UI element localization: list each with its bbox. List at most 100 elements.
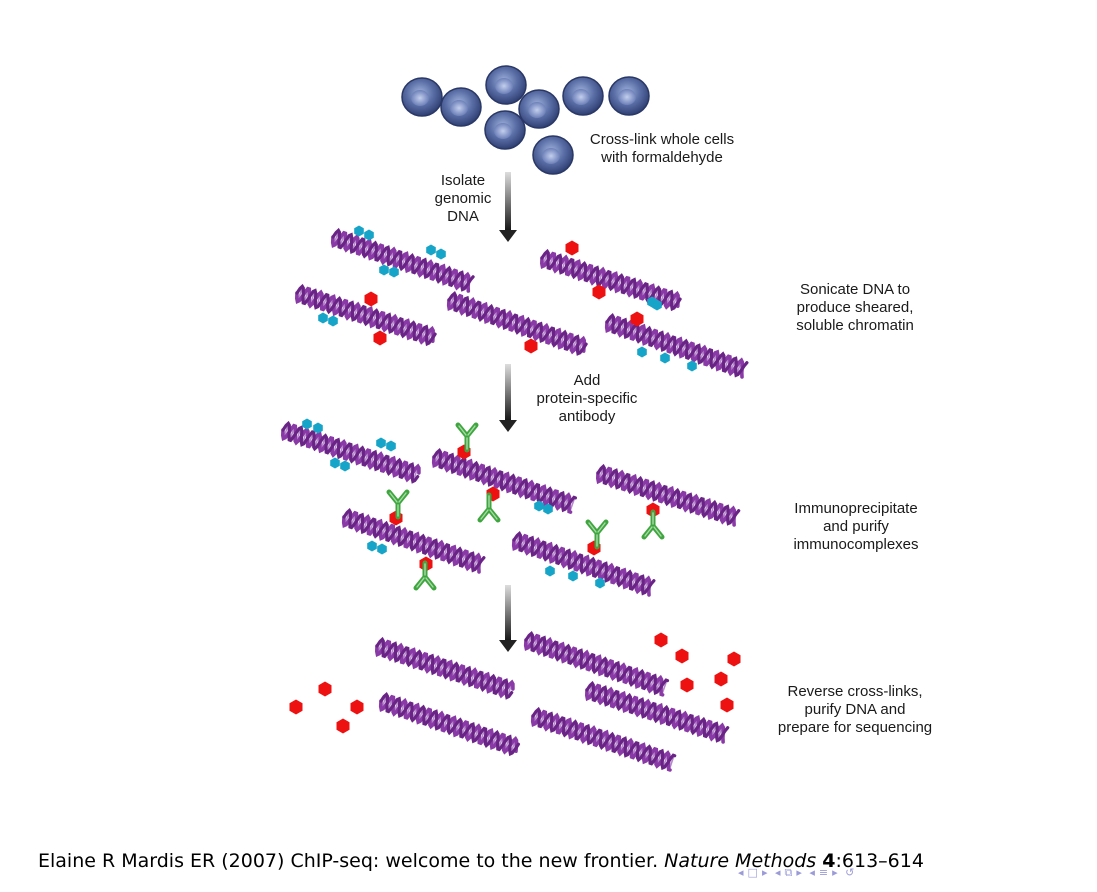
blue-protein-icon xyxy=(313,422,323,434)
blue-protein-icon xyxy=(595,577,605,589)
immunoprecipitate-label: Immunoprecipitate and purify immunocomplex… xyxy=(793,500,919,553)
blue-protein-icon xyxy=(543,503,553,515)
add-antibody-label: Add protein-specific antibody xyxy=(536,372,638,425)
crosslink-label: Cross-link whole cells with formaldehyde xyxy=(589,131,735,166)
citation-volume: 4 xyxy=(822,850,836,872)
blue-protein-icon xyxy=(328,315,338,327)
red-protein-icon xyxy=(565,240,579,256)
blue-protein-icon xyxy=(367,540,377,552)
cell-icon xyxy=(562,76,604,116)
red-protein-icon xyxy=(675,648,689,664)
red-protein-icon xyxy=(630,311,644,327)
citation-journal: Nature Methods xyxy=(664,850,817,872)
dna-strand-icon xyxy=(431,448,577,514)
red-protein-icon xyxy=(364,291,378,307)
blue-protein-icon xyxy=(436,248,446,260)
blue-protein-icon xyxy=(376,437,386,449)
blue-protein-icon xyxy=(379,264,389,276)
antibody-icon xyxy=(455,422,479,453)
nav-prev-subsection-icon[interactable]: ◂ xyxy=(774,866,781,879)
isolate-dna-label: Isolate genomic DNA xyxy=(434,172,492,225)
blue-protein-icon xyxy=(652,299,662,311)
red-protein-icon xyxy=(720,697,734,713)
citation-text: Elaine R Mardis ER (2007) ChIP-seq: welc… xyxy=(38,850,665,872)
nav-prev-section-icon[interactable]: ◂ xyxy=(809,866,815,879)
cell-icon xyxy=(484,110,526,150)
blue-protein-icon xyxy=(389,266,399,278)
red-protein-icon xyxy=(524,338,538,354)
antibodies-group xyxy=(386,422,665,591)
dna-strand-icon xyxy=(530,706,677,772)
cell-icon xyxy=(440,87,482,127)
antibody-icon xyxy=(413,560,437,591)
red-protein-icon xyxy=(318,681,332,697)
dna-strand-icon xyxy=(511,530,656,597)
dna-strand-icon xyxy=(604,312,749,379)
blue-protein-icon xyxy=(386,440,396,452)
arrows-group xyxy=(499,172,517,652)
blue-protein-icon xyxy=(545,565,555,577)
blue-protein-icon xyxy=(318,312,328,324)
down-arrow-icon xyxy=(499,172,517,242)
slide-navigation: ◂ □ ▸ ◂ ⧉ ▸ ◂ ≡ ▸ ↺ xyxy=(738,866,858,882)
cell-icon xyxy=(608,76,650,116)
red-protein-icon xyxy=(714,671,728,687)
blue-protein-icon xyxy=(660,352,670,364)
blue-protein-icon xyxy=(534,500,544,512)
nav-next-section-icon[interactable]: ▸ xyxy=(832,866,838,879)
cell-icon xyxy=(518,89,560,129)
dna-strand-icon xyxy=(294,283,437,347)
nav-next-subsection-icon[interactable]: ▸ xyxy=(796,866,802,879)
cell-icon xyxy=(485,65,527,105)
dna-strand-icon xyxy=(330,227,475,293)
red-protein-icon xyxy=(350,699,364,715)
antibody-icon xyxy=(477,492,501,523)
red-protein-icon xyxy=(727,651,741,667)
blue-protein-icon xyxy=(426,244,436,256)
blue-protein-icon xyxy=(687,360,697,372)
blue-protein-icon xyxy=(637,346,647,358)
cell-icon xyxy=(401,77,443,117)
reverse-crosslinks-label: Reverse cross-links, purify DNA and prepar… xyxy=(777,683,933,736)
blue-protein-icon xyxy=(302,418,312,430)
red-protein-icon xyxy=(373,330,387,346)
red-protein-icon xyxy=(289,699,303,715)
dna-strand-icon xyxy=(446,290,588,356)
blue-protein-icon xyxy=(377,543,387,555)
blue-protein-icon xyxy=(340,460,350,472)
red-protein-icon xyxy=(336,718,350,734)
dna-strand-icon xyxy=(595,463,741,527)
citation-pages: :613–614 xyxy=(835,850,924,872)
red-protein-icon xyxy=(654,632,668,648)
blue-protein-icon xyxy=(354,225,364,237)
dna-strand-icon xyxy=(523,631,670,697)
dna-strand-icon xyxy=(280,420,421,484)
nav-next-frame-icon[interactable]: ▸ xyxy=(761,866,768,879)
antibody-icon xyxy=(585,519,609,550)
sonicate-label: Sonicate DNA to produce sheared, soluble c… xyxy=(796,281,914,334)
cell-icon xyxy=(532,135,574,175)
dna-strand-icon xyxy=(374,636,515,700)
nav-prev-frame-icon[interactable]: ◂ xyxy=(738,866,744,879)
cells-group xyxy=(401,65,650,175)
dna-strand-icon xyxy=(341,507,486,574)
nav-frame-icon[interactable]: □ xyxy=(747,866,758,879)
nav-subsection-icon[interactable]: ⧉ xyxy=(784,866,793,879)
red-protein-icon xyxy=(592,284,606,300)
red-protein-icon xyxy=(680,677,694,693)
antibody-icon xyxy=(641,509,665,540)
dna-strand-icon xyxy=(539,248,682,312)
dna-strand-icon xyxy=(378,692,520,757)
citation: Elaine R Mardis ER (2007) ChIP-seq: welc… xyxy=(38,850,924,872)
dna-strand-icon xyxy=(584,680,730,744)
blue-protein-icon xyxy=(330,457,340,469)
down-arrow-icon xyxy=(499,364,517,432)
nav-section-icon[interactable]: ≡ xyxy=(818,866,829,879)
down-arrow-icon xyxy=(499,585,517,652)
nav-back-icon[interactable]: ↺ xyxy=(845,866,855,879)
blue-protein-icon xyxy=(568,570,578,582)
antibody-icon xyxy=(386,489,410,520)
dna-group xyxy=(280,227,749,772)
